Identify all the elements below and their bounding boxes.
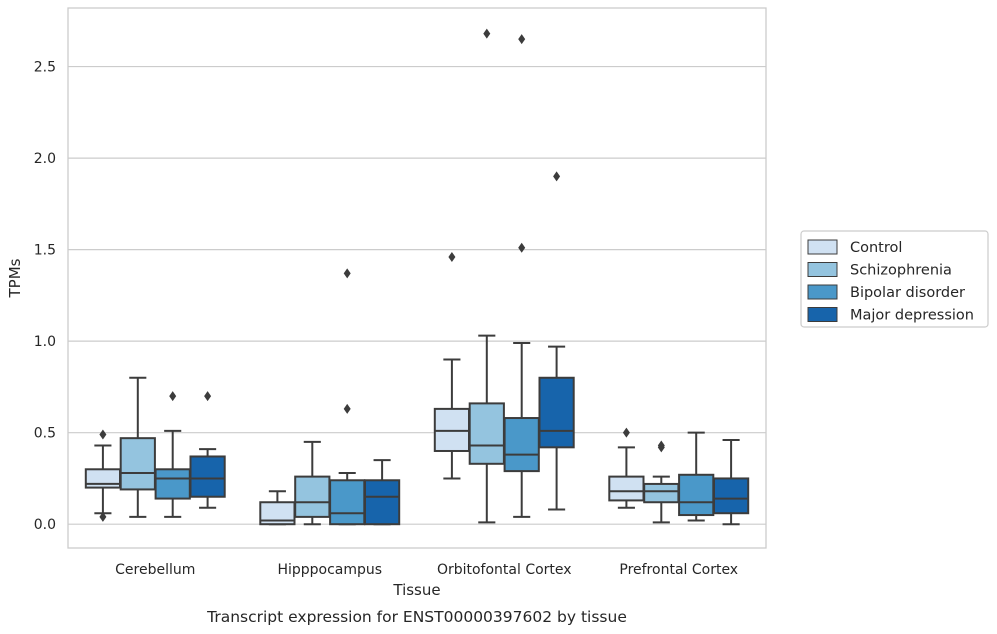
y-tick-label: 1.5	[34, 243, 56, 259]
box-iqr	[119, 437, 156, 491]
outlier-point	[99, 511, 107, 522]
x-tick-label: Cerebellum	[115, 562, 195, 578]
outlier-point	[622, 427, 630, 438]
box-iqr	[329, 479, 366, 526]
x-tick-labels: Cerebellum Hipppocampus Orbitofontal Corte…	[115, 562, 738, 578]
outlier-point	[518, 34, 526, 45]
x-tick-label: Prefrontal Cortex	[619, 562, 738, 578]
y-tick-label: 0.5	[34, 426, 56, 442]
outlier-point	[343, 403, 351, 414]
box-major-depression	[712, 439, 750, 526]
box-iqr	[503, 417, 540, 473]
legend-label: Bipolar disorder	[850, 285, 965, 301]
y-axis-label: TPMs	[6, 258, 24, 298]
x-axis-label: Tissue	[392, 581, 440, 599]
box-iqr	[294, 475, 331, 518]
box-iqr	[154, 468, 191, 500]
legend-swatch	[807, 262, 838, 277]
box-bipolar-disorder	[329, 268, 366, 526]
box-schizophrenia	[119, 376, 156, 518]
y-tick-label: 0.0	[34, 517, 56, 533]
box-iqr	[189, 455, 226, 498]
box-control	[259, 490, 296, 526]
box-iqr	[468, 402, 505, 465]
box-schizophrenia	[294, 440, 331, 526]
outlier-point	[553, 171, 561, 182]
outlier-point	[483, 28, 491, 39]
box-iqr	[712, 477, 750, 515]
box-schizophrenia	[468, 28, 505, 524]
box-iqr	[538, 376, 575, 449]
x-tick-label: Hipppocampus	[277, 562, 382, 578]
box-iqr	[643, 482, 680, 504]
legend-swatch	[807, 239, 838, 255]
legend-swatch	[807, 284, 838, 300]
box-iqr	[363, 479, 401, 526]
legend-frame	[800, 230, 989, 328]
chart-caption: Transcript expression for ENST0000039760…	[206, 608, 627, 626]
box-bipolar-disorder	[678, 431, 715, 522]
box-control	[433, 251, 471, 480]
outlier-point	[518, 242, 526, 253]
legend-swatch	[807, 307, 838, 322]
box-plots	[84, 28, 750, 526]
box-iqr	[678, 473, 715, 517]
y-tick-labels: 0.0 0.5 1.0 1.5 2.0 2.5	[34, 60, 56, 534]
box-bipolar-disorder	[154, 391, 191, 518]
box-bipolar-disorder	[503, 34, 540, 518]
outlier-point	[99, 429, 107, 440]
legend: Control Schizophrenia Bipolar disorder Majo…	[800, 230, 989, 328]
outlier-point	[657, 442, 665, 453]
x-tick-label: Orbitofontal Cortex	[437, 562, 572, 578]
legend-label: Major depression	[850, 308, 974, 324]
y-tick-label: 1.0	[34, 334, 56, 350]
grid-lines	[68, 65, 766, 525]
box-major-depression	[363, 459, 401, 526]
legend-label: Control	[850, 240, 902, 256]
outlier-point	[204, 391, 212, 402]
box-major-depression	[538, 171, 575, 511]
box-major-depression	[189, 391, 226, 509]
box-control	[608, 427, 645, 509]
legend-label: Schizophrenia	[850, 263, 952, 279]
box-control	[84, 429, 122, 522]
outlier-point	[343, 268, 351, 279]
box-iqr	[608, 475, 645, 502]
outlier-point	[169, 391, 177, 402]
plot-frame	[67, 7, 767, 549]
y-tick-label: 2.5	[34, 60, 56, 76]
box-schizophrenia	[643, 440, 680, 524]
outlier-point	[448, 251, 456, 262]
y-tick-label: 2.0	[34, 151, 56, 167]
